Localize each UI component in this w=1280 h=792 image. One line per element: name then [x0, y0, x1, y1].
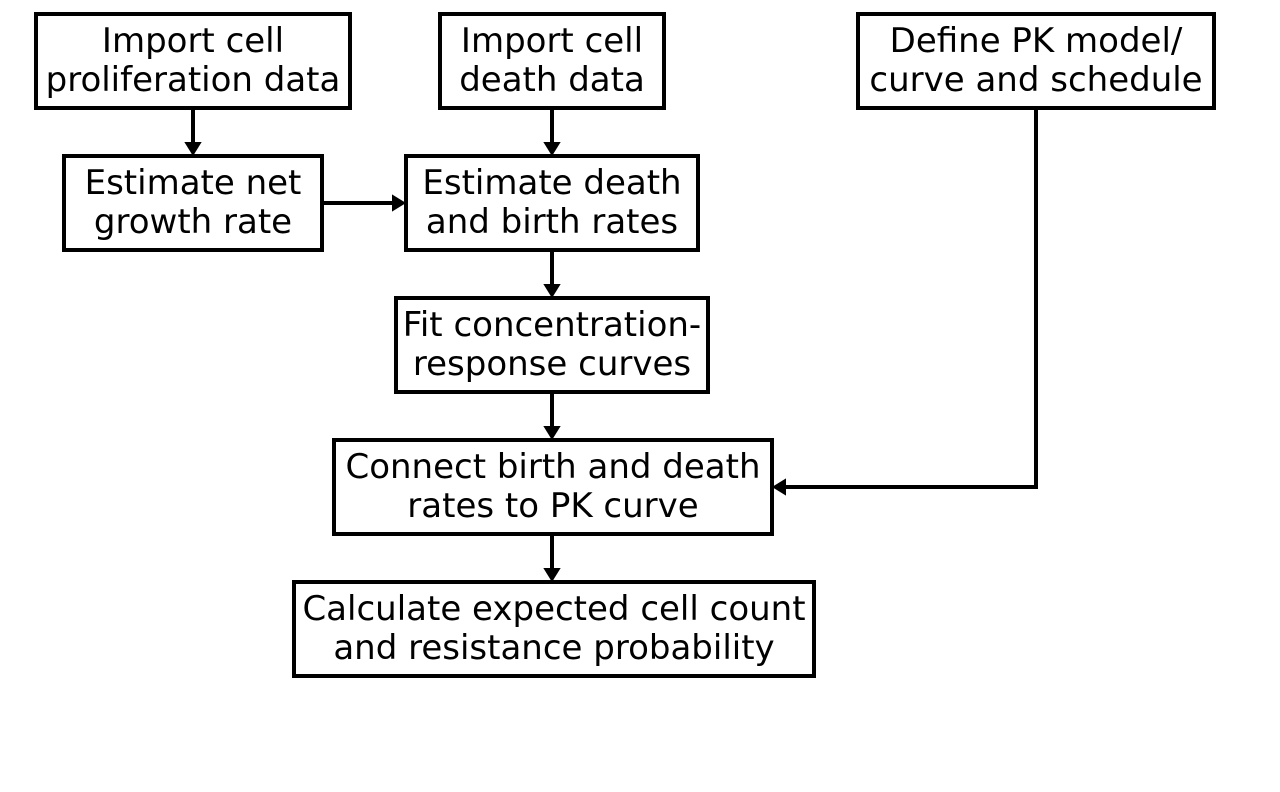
flowchart: Import cellproliferation dataImport cell… — [0, 0, 1280, 792]
node-label: Import cell — [461, 21, 643, 61]
node-estimate_net: Estimate netgrowth rate — [64, 156, 322, 250]
edge-import_prolif-to-estimate_net — [184, 108, 201, 156]
arrowhead-icon — [184, 142, 201, 156]
node-label: Calculate expected cell count — [302, 589, 805, 629]
node-label: proliferation data — [46, 60, 341, 100]
node-import_prolif: Import cellproliferation data — [36, 14, 350, 108]
edge-estimate_death_birth-to-fit_curves — [543, 250, 560, 298]
edge-estimate_net-to-estimate_death_birth — [322, 194, 406, 211]
arrowhead-icon — [772, 478, 786, 495]
node-label: Connect birth and death — [345, 447, 760, 487]
node-label: and resistance probability — [333, 628, 774, 668]
node-label: death data — [459, 60, 645, 100]
edge-define_pk-to-connect_pk — [772, 108, 1036, 496]
node-label: rates to PK curve — [407, 486, 698, 526]
node-label: growth rate — [94, 202, 292, 242]
node-label: Estimate net — [85, 163, 302, 203]
arrowhead-icon — [543, 426, 560, 440]
arrowhead-icon — [543, 142, 560, 156]
arrowhead-icon — [392, 194, 406, 211]
node-import_death: Import celldeath data — [440, 14, 664, 108]
edge-line — [785, 108, 1036, 487]
arrowhead-icon — [543, 284, 560, 298]
arrowhead-icon — [543, 568, 560, 582]
node-label: Fit concentration- — [403, 305, 701, 345]
node-label: and birth rates — [426, 202, 678, 242]
node-label: Define PK model/ — [890, 21, 1183, 61]
node-label: Import cell — [102, 21, 284, 61]
node-label: response curves — [413, 344, 691, 384]
node-estimate_death_birth: Estimate deathand birth rates — [406, 156, 698, 250]
edge-connect_pk-to-calculate — [543, 534, 560, 582]
node-define_pk: Define PK model/curve and schedule — [858, 14, 1214, 108]
node-connect_pk: Connect birth and deathrates to PK curve — [334, 440, 772, 534]
node-label: curve and schedule — [869, 60, 1202, 100]
node-fit_curves: Fit concentration-response curves — [396, 298, 708, 392]
edge-fit_curves-to-connect_pk — [543, 392, 560, 440]
node-calculate: Calculate expected cell countand resista… — [294, 582, 814, 676]
node-label: Estimate death — [422, 163, 681, 203]
edge-import_death-to-estimate_death_birth — [543, 108, 560, 156]
